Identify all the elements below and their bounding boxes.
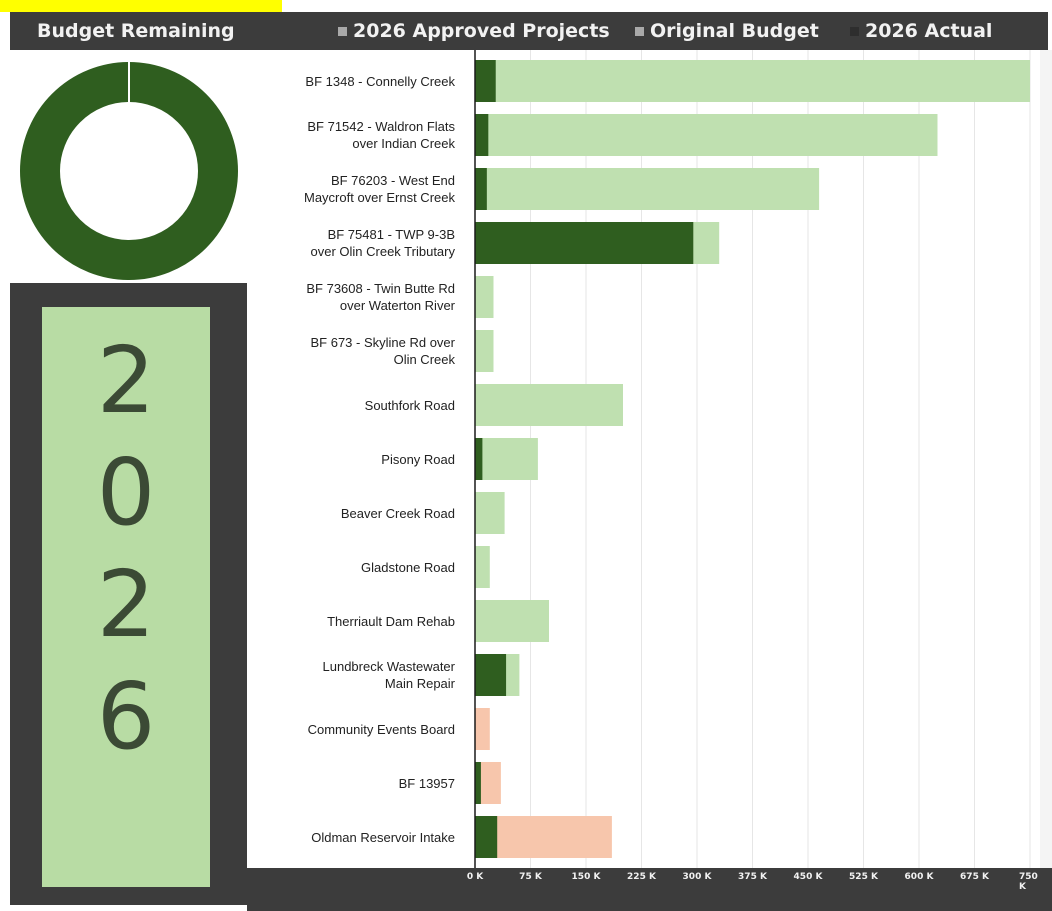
category-label-line: Main Repair — [384, 676, 455, 691]
category-label-line: BF 76203 - West End — [330, 173, 455, 188]
category-label: BF 73608 - Twin Butte Rd over Waterton Ri… — [245, 280, 455, 314]
category-label-line: Olin Creek — [393, 352, 455, 367]
category-label-line: over Olin Creek Tributary — [310, 244, 456, 259]
category-label-line: BF 71542 - Waldron Flats — [307, 119, 455, 134]
x-tick-label: 675 K — [960, 872, 989, 882]
original-budget-bar — [475, 330, 494, 372]
category-label: BF 71542 - Waldron Flats over Indian Cree… — [245, 118, 455, 152]
year-digit-1: 2 — [96, 327, 156, 434]
budget-remaining-donut — [20, 62, 238, 280]
right-edge — [1040, 50, 1052, 868]
donut-ring — [20, 62, 238, 280]
x-tick-label: 75 K — [519, 872, 542, 882]
category-label: Lundbreck Wastewater Main Repair — [245, 658, 455, 692]
actual-bar — [475, 168, 487, 210]
category-label: Gladstone Road — [245, 559, 455, 576]
category-label-line: Oldman Reservoir Intake — [311, 829, 455, 845]
category-label: BF 1348 - Connelly Creek — [245, 73, 455, 90]
category-label: BF 76203 - West End Maycroft over Ernst C… — [245, 172, 455, 206]
x-tick-label: 525 K — [849, 872, 878, 882]
header-bar: Budget Remaining 2026 Approved Projects … — [10, 12, 1048, 50]
legend-2026-actual: 2026 Actual — [850, 20, 992, 42]
year-digit-4: 6 — [96, 663, 156, 770]
year-digit-2: 0 — [96, 439, 156, 546]
actual-bar — [475, 762, 481, 804]
x-axis-bar — [247, 868, 1052, 911]
category-label-line: Pisony Road — [381, 451, 455, 467]
category-label-line: BF 673 - Skyline Rd over — [310, 335, 455, 350]
x-tick-label: 225 K — [627, 872, 656, 882]
x-tick-label: 375 K — [738, 872, 767, 882]
category-label-line: Gladstone Road — [361, 559, 455, 575]
budget-bar-chart — [474, 50, 1031, 868]
legend-label-actual: 2026 Actual — [865, 20, 993, 42]
x-tick-label: 300 K — [682, 872, 712, 882]
original-budget-bar — [475, 600, 549, 642]
actual-bar — [475, 222, 694, 264]
original-budget-bar — [475, 60, 1030, 102]
x-tick-label: 750 K — [1019, 872, 1038, 892]
category-label: Southfork Road — [245, 397, 455, 414]
category-label: Oldman Reservoir Intake — [245, 829, 455, 846]
legend-original-budget: Original Budget — [635, 20, 819, 42]
category-label-line: BF 75481 - TWP 9-3B — [327, 227, 455, 242]
actual-bar — [475, 816, 498, 858]
original-budget-bar — [475, 384, 623, 426]
original-budget-bar — [475, 276, 494, 318]
category-label: Community Events Board — [245, 721, 455, 738]
category-label: BF 75481 - TWP 9-3B over Olin Creek Tribu… — [245, 226, 456, 260]
year-digit-3: 2 — [96, 551, 156, 658]
legend-approved-projects: 2026 Approved Projects — [338, 20, 610, 42]
original-budget-bar — [475, 492, 505, 534]
actual-bar — [475, 654, 507, 696]
category-label: Therriault Dam Rehab — [245, 613, 455, 630]
category-label-line: Therriault Dam Rehab — [327, 613, 455, 629]
budget-remaining-title: Budget Remaining — [37, 20, 235, 42]
actual-bar — [475, 114, 489, 156]
legend-swatch-original — [635, 26, 644, 36]
x-tick-label: 600 K — [904, 872, 934, 882]
legend-label-approved: 2026 Approved Projects — [353, 20, 610, 42]
category-label: Beaver Creek Road — [245, 505, 455, 522]
legend-label-original: Original Budget — [650, 20, 819, 42]
category-label: BF 673 - Skyline Rd over Olin Creek — [245, 334, 455, 368]
category-label-line: over Indian Creek — [352, 136, 455, 151]
original-budget-bar — [475, 546, 490, 588]
legend-swatch-approved — [338, 26, 347, 36]
x-tick-label: 0 K — [466, 872, 484, 882]
original-budget-bar — [475, 438, 538, 480]
category-label-line: Lundbreck Wastewater — [322, 659, 455, 674]
year-card: 2 0 2 6 — [42, 307, 210, 887]
yellow-highlight — [0, 0, 282, 12]
category-label: BF 13957 — [245, 775, 455, 792]
x-tick-label: 150 K — [571, 872, 601, 882]
category-label-line: BF 1348 - Connelly Creek — [305, 73, 455, 89]
x-tick-label: 450 K — [793, 872, 823, 882]
legend-swatch-actual — [850, 26, 859, 36]
category-label-line: Community Events Board — [307, 721, 455, 737]
category-label-line: BF 73608 - Twin Butte Rd — [306, 281, 455, 296]
original-budget-bar — [475, 168, 820, 210]
category-label-line: BF 13957 — [398, 775, 455, 791]
category-label-line: Maycroft over Ernst Creek — [304, 190, 455, 205]
actual-bar — [475, 438, 483, 480]
original-budget-bar — [475, 114, 938, 156]
category-label-line: Southfork Road — [364, 397, 455, 413]
category-label-line: Beaver Creek Road — [340, 505, 455, 521]
original-budget-bar — [475, 708, 490, 750]
category-label-line: over Waterton River — [339, 298, 455, 313]
original-budget-bar — [475, 816, 612, 858]
category-label: Pisony Road — [245, 451, 455, 468]
actual-bar — [475, 60, 496, 102]
